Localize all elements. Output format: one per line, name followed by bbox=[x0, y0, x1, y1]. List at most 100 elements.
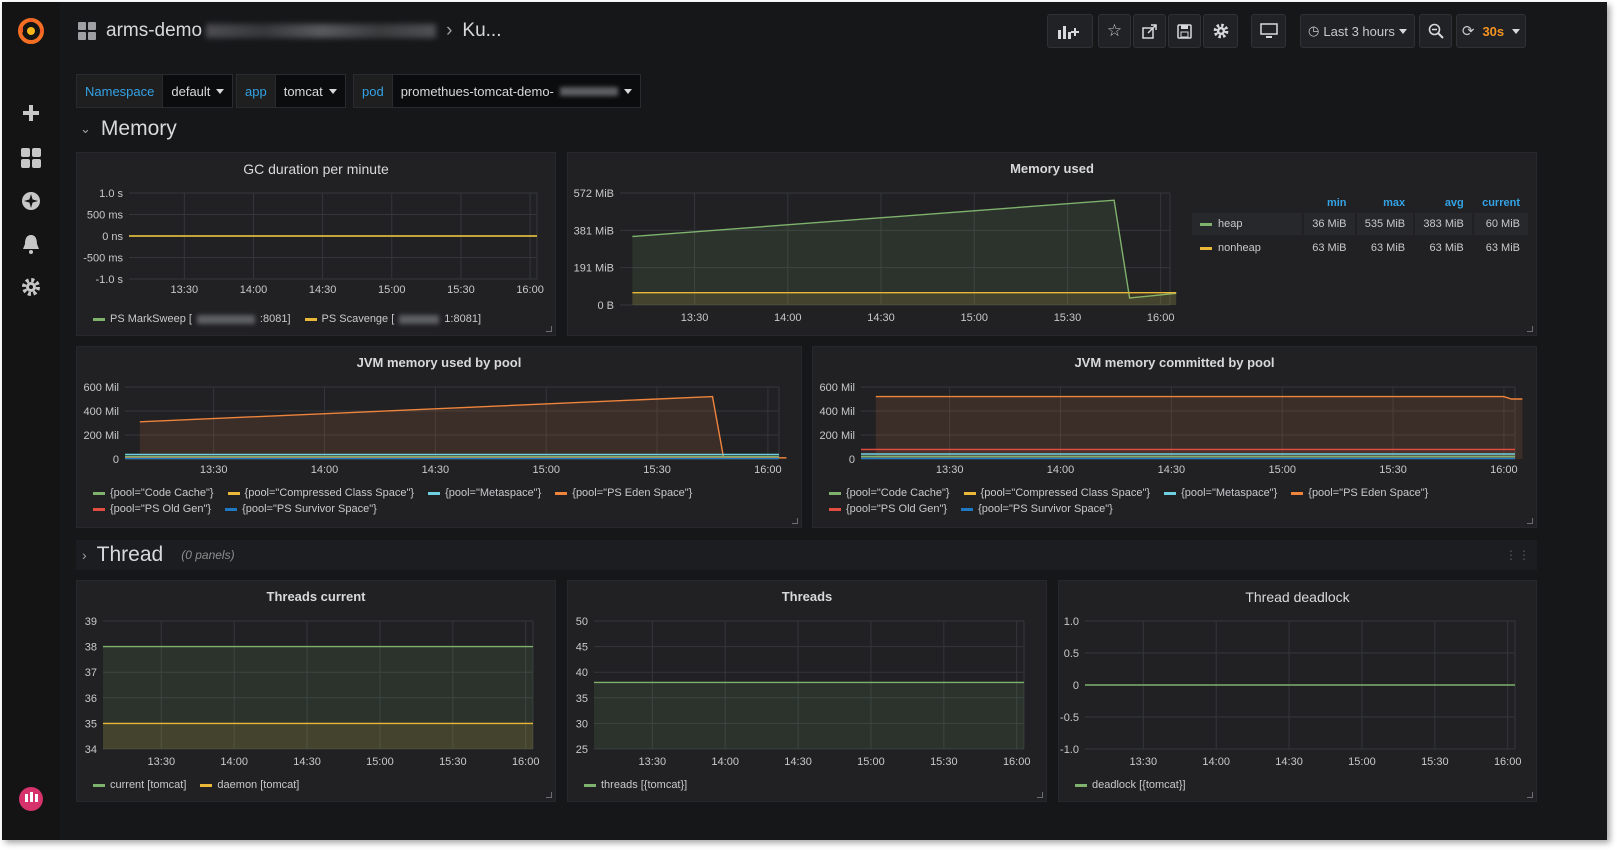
gc-legend: PS MarkSweep [:8081] PS Scavenge [1:8081… bbox=[93, 313, 539, 325]
legend-item[interactable]: deadlock [{tomcat}] bbox=[1075, 779, 1186, 791]
x-tick-label: 14:30 bbox=[1275, 756, 1303, 768]
breadcrumb-chevron-icon: › bbox=[446, 20, 453, 41]
row-memory[interactable]: ⌄ Memory bbox=[80, 114, 177, 144]
legend-label: PS MarkSweep [ bbox=[110, 313, 192, 325]
panel-threads[interactable]: Threads 50 45 40 35 30 25 13:30 14:00 14:30 15:00… bbox=[567, 580, 1047, 802]
grafana-logo-icon[interactable] bbox=[2, 14, 60, 48]
x-tick-label: 15:30 bbox=[930, 756, 958, 768]
col-avg[interactable]: avg bbox=[1444, 197, 1464, 209]
panel-resize-handle[interactable] bbox=[546, 326, 552, 332]
col-min[interactable]: min bbox=[1326, 197, 1347, 209]
legend-label: {pool="Metaspace"} bbox=[1181, 487, 1278, 499]
configuration-gear-icon[interactable] bbox=[2, 272, 60, 302]
refresh-picker[interactable]: ⟳ 30s bbox=[1456, 14, 1526, 48]
panel-thread-deadlock[interactable]: Thread deadlock 1.0 0.5 0 -0.5 -1.0 13:30 14:0… bbox=[1058, 580, 1537, 802]
user-avatar[interactable] bbox=[2, 782, 60, 816]
panel-resize-handle[interactable] bbox=[1527, 326, 1533, 332]
x-tick-label: 13:30 bbox=[681, 312, 709, 324]
legend-swatch bbox=[961, 507, 974, 511]
panel-jvm-memory-committed[interactable]: JVM memory committed by pool 600 Mil 400 … bbox=[812, 346, 1537, 528]
x-tick-label: 14:00 bbox=[311, 464, 339, 476]
time-range-picker[interactable]: ◷ Last 3 hours bbox=[1300, 14, 1415, 48]
panel-resize-handle[interactable] bbox=[1527, 792, 1533, 798]
dashboard-folder-title[interactable]: arms-demo bbox=[106, 20, 203, 41]
breadcrumb[interactable]: arms-demo › Ku... bbox=[78, 16, 501, 46]
alerting-bell-icon[interactable] bbox=[2, 229, 60, 259]
legend-item[interactable]: {pool="PS Old Gen"} bbox=[829, 503, 947, 515]
zoom-out-button[interactable] bbox=[1419, 14, 1452, 48]
legend-item[interactable]: PS MarkSweep [:8081] bbox=[93, 313, 291, 325]
panel-jvm-memory-used[interactable]: JVM memory used by pool 600 Mil 400 Mil 20… bbox=[76, 346, 802, 528]
dashboards-icon[interactable] bbox=[2, 143, 60, 173]
share-icon bbox=[1141, 24, 1157, 39]
legend-table-row[interactable]: nonheap 63 MiB 63 MiB 63 MiB 63 MiB bbox=[1192, 237, 1528, 259]
panel-memory-used[interactable]: Memory used 572 MiB 381 MiB 191 MiB 0 B 13:3… bbox=[567, 152, 1537, 336]
pod-variable-select[interactable]: promethues-tomcat-demo- bbox=[392, 74, 641, 108]
legend-label: {pool="PS Eden Space"} bbox=[1308, 487, 1429, 499]
app-variable-select[interactable]: tomcat bbox=[275, 74, 346, 108]
y-tick-label: 0 bbox=[1073, 680, 1079, 692]
legend-item[interactable]: PS Scavenge [1:8081] bbox=[304, 313, 481, 325]
legend-item[interactable]: {pool="PS Eden Space"} bbox=[1291, 487, 1428, 499]
series-name: heap bbox=[1218, 218, 1243, 230]
panel-resize-handle[interactable] bbox=[1037, 792, 1043, 798]
thread-deadlock-chart: 1.0 0.5 0 -0.5 -1.0 13:30 14:00 14:30 15:00 15:30… bbox=[1060, 616, 1521, 768]
x-tick-label: 15:00 bbox=[857, 756, 885, 768]
y-tick-label: 200 Mil bbox=[820, 430, 855, 442]
x-tick-label: 13:30 bbox=[639, 756, 667, 768]
series-area-daemon-tomcat- bbox=[103, 723, 533, 749]
cell-min: 36 MiB bbox=[1312, 218, 1347, 230]
legend-item[interactable]: threads [{tomcat}] bbox=[584, 779, 687, 791]
dropdown-caret-icon bbox=[1512, 28, 1521, 34]
legend-item[interactable]: {pool="Metaspace"} bbox=[1164, 487, 1277, 499]
y-tick-label: 191 MiB bbox=[574, 263, 614, 275]
view-mode-button[interactable] bbox=[1251, 14, 1286, 48]
y-tick-label: 0 bbox=[113, 454, 119, 466]
legend-item[interactable]: {pool="Compressed Class Space"} bbox=[227, 487, 414, 499]
clock-icon: ◷ bbox=[1308, 23, 1320, 38]
legend-table-row[interactable]: heap 36 MiB 535 MiB 383 MiB 60 MiB bbox=[1192, 213, 1528, 235]
drag-handle-icon[interactable]: ⋮⋮ bbox=[1505, 548, 1531, 562]
refresh-icon: ⟳ bbox=[1461, 23, 1475, 40]
panel-resize-handle[interactable] bbox=[1527, 518, 1533, 524]
save-dashboard-button[interactable] bbox=[1168, 14, 1201, 48]
y-tick-label: 400 Mil bbox=[84, 406, 119, 418]
x-tick-label: 13:30 bbox=[1130, 756, 1158, 768]
create-plus-icon[interactable] bbox=[2, 98, 60, 128]
y-tick-label: 35 bbox=[85, 718, 97, 730]
legend-item[interactable]: {pool="Code Cache"} bbox=[93, 487, 214, 499]
legend-item[interactable]: daemon [tomcat] bbox=[200, 779, 299, 791]
panel-threads-current[interactable]: Threads current 39 38 37 36 35 34 13:30 14:00 14… bbox=[76, 580, 556, 802]
legend-item[interactable]: current [tomcat] bbox=[93, 779, 186, 791]
chevron-right-icon: › bbox=[82, 547, 87, 563]
series-area-ps-eden-space bbox=[875, 396, 1523, 459]
panel-resize-handle[interactable] bbox=[792, 518, 798, 524]
panel-resize-handle[interactable] bbox=[546, 792, 552, 798]
add-panel-button[interactable] bbox=[1047, 14, 1093, 48]
dashboard-settings-button[interactable] bbox=[1203, 14, 1238, 48]
legend-item[interactable]: {pool="Metaspace"} bbox=[428, 487, 541, 499]
legend-item[interactable]: {pool="PS Survivor Space"} bbox=[961, 503, 1113, 515]
explore-compass-icon[interactable] bbox=[2, 186, 60, 216]
col-max[interactable]: max bbox=[1383, 197, 1406, 209]
y-tick-label: 600 Mil bbox=[820, 382, 855, 394]
y-tick-label: 381 MiB bbox=[574, 225, 614, 237]
legend-item[interactable]: {pool="PS Old Gen"} bbox=[93, 503, 211, 515]
legend-item[interactable]: {pool="Compressed Class Space"} bbox=[963, 487, 1150, 499]
share-dashboard-button[interactable] bbox=[1133, 14, 1166, 48]
namespace-variable-select[interactable]: default bbox=[163, 74, 234, 108]
zoom-out-icon bbox=[1428, 23, 1444, 39]
panel-gc-duration[interactable]: GC duration per minute 1.0 s 500 ms 0 ns -5… bbox=[76, 152, 556, 336]
dashboard-title[interactable]: Ku... bbox=[462, 20, 502, 41]
star-dashboard-button[interactable]: ☆ bbox=[1098, 14, 1131, 48]
app-variable: app tomcat bbox=[236, 74, 346, 108]
legend-item[interactable]: {pool="PS Eden Space"} bbox=[555, 487, 692, 499]
series-area-threads-tomcat- bbox=[594, 682, 1024, 749]
add-panel-icon bbox=[1058, 26, 1079, 39]
row-thread[interactable]: › Thread (0 panels) ⋮⋮ bbox=[76, 540, 1537, 570]
col-current[interactable]: current bbox=[1482, 197, 1520, 209]
save-icon bbox=[1177, 23, 1192, 39]
legend-item[interactable]: {pool="Code Cache"} bbox=[829, 487, 950, 499]
legend-item[interactable]: {pool="PS Survivor Space"} bbox=[225, 503, 377, 515]
row-thread-title: Thread bbox=[96, 543, 164, 566]
